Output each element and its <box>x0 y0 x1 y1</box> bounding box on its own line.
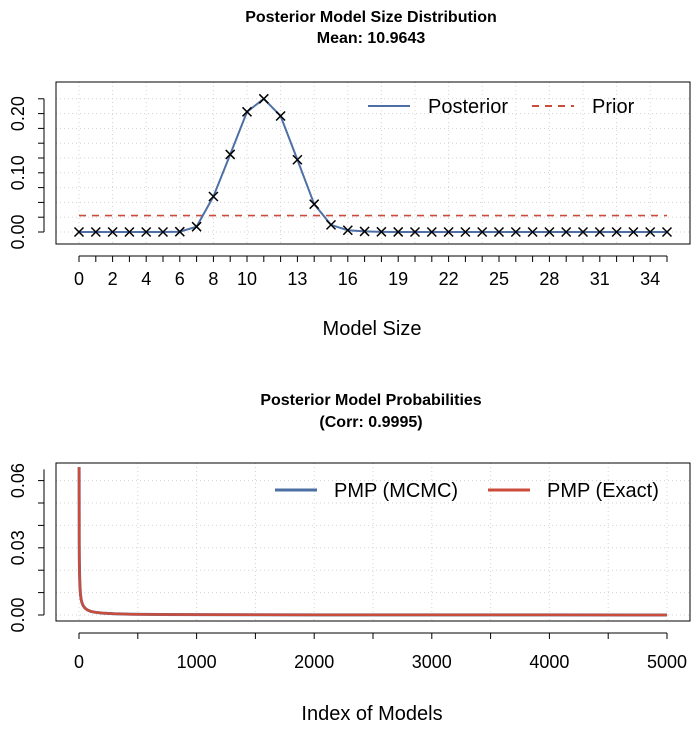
chart2-title: Posterior Model Probabilities <box>260 392 481 409</box>
chart2-y-tick-label: 0.06 <box>8 463 28 498</box>
chart1-x-tick-label: 31 <box>590 269 610 289</box>
model-probabilities-chart: Posterior Model Probabilities (Corr: 0.9… <box>8 392 691 725</box>
posterior-point <box>359 226 370 237</box>
posterior-point <box>73 226 85 238</box>
posterior-point <box>208 191 219 202</box>
chart1-x-tick-label: 25 <box>489 269 509 289</box>
posterior-point <box>426 226 437 238</box>
chart1-x-axis: 0 2 4 6 8 10 13 16 19 22 25 28 31 34 <box>74 255 668 289</box>
posterior-point <box>645 226 656 238</box>
posterior-point <box>107 226 118 238</box>
chart1-x-tick-label: 16 <box>338 269 358 289</box>
posterior-point <box>275 110 286 121</box>
legend-prior-label: Prior <box>592 96 635 118</box>
posterior-line <box>79 97 667 233</box>
chart2-grid <box>56 463 690 621</box>
chart2-series <box>77 467 668 617</box>
chart2-x-tick-label: 1000 <box>177 652 217 672</box>
legend-posterior-label: Posterior <box>428 96 508 118</box>
posterior-point <box>124 226 135 238</box>
posterior-point <box>342 225 353 236</box>
posterior-point <box>628 226 639 238</box>
chart1-x-axis-label: Model Size <box>323 318 422 340</box>
chart1-y-tick-label: 0.20 <box>8 96 28 131</box>
posterior-point <box>393 226 404 237</box>
posterior-point <box>241 106 253 117</box>
chart1-legend: Posterior Prior <box>368 96 635 118</box>
posterior-point <box>225 149 236 160</box>
chart2-y-tick-label: 0.00 <box>8 597 28 632</box>
chart1-x-tick-label: 0 <box>74 269 84 289</box>
chart2-x-tick-label: 5000 <box>647 652 687 672</box>
posterior-point <box>325 219 337 230</box>
posterior-point <box>292 154 303 165</box>
posterior-point <box>141 226 152 238</box>
legend-pmp-mcmc-label: PMP (MCMC) <box>334 480 458 502</box>
chart2-x-tick-label: 0 <box>74 652 84 672</box>
chart1-title: Posterior Model Size Distribution <box>245 9 497 26</box>
posterior-point <box>191 221 202 232</box>
chart2-subtitle: (Corr: 0.9995) <box>319 414 422 431</box>
chart1-x-tick-label: 22 <box>439 269 459 289</box>
chart2-x-tick-label: 4000 <box>529 652 569 672</box>
chart2-y-tick-label: 0.03 <box>8 530 28 565</box>
posterior-point <box>409 226 421 238</box>
posterior-point <box>510 226 521 238</box>
chart2-legend: PMP (MCMC) PMP (Exact) <box>275 480 659 502</box>
chart2-x-tick-label: 3000 <box>412 652 452 672</box>
posterior-point <box>493 226 505 238</box>
chart1-x-tick-label: 28 <box>539 269 559 289</box>
chart1-series <box>73 93 673 238</box>
chart1-x-tick-label: 13 <box>287 269 307 289</box>
posterior-point <box>443 226 454 238</box>
chart1-y-tick-label: 0.00 <box>8 214 28 249</box>
chart2-y-axis: 0.00 0.03 0.06 <box>8 463 45 633</box>
chart1-x-tick-label: 8 <box>208 269 218 289</box>
chart1-x-tick-label: 10 <box>237 269 257 289</box>
posterior-point <box>376 226 387 237</box>
chart1-plot-frame <box>55 81 691 245</box>
chart1-y-axis: 0.00 0.10 0.20 <box>8 96 45 250</box>
posterior-point <box>460 226 471 238</box>
posterior-point <box>157 226 169 238</box>
chart1-x-tick-label: 4 <box>141 269 151 289</box>
posterior-point <box>477 226 488 238</box>
posterior-point <box>527 226 538 238</box>
posterior-point <box>661 226 673 238</box>
posterior-point <box>611 226 622 238</box>
posterior-point <box>577 226 589 238</box>
chart2-x-axis: 0 1000 2000 3000 4000 5000 <box>74 632 687 672</box>
pmp-exact-line <box>77 467 668 617</box>
legend-pmp-exact-label: PMP (Exact) <box>547 480 659 502</box>
chart1-x-tick-label: 6 <box>175 269 185 289</box>
chart1-x-tick-label: 2 <box>108 269 118 289</box>
chart2-x-tick-label: 2000 <box>294 652 334 672</box>
chart1-y-tick-label: 0.10 <box>8 155 28 190</box>
posterior-point <box>174 226 185 237</box>
chart2-plot-frame <box>55 462 691 622</box>
posterior-point <box>309 199 320 210</box>
chart1-subtitle: Mean: 10.9643 <box>317 30 426 47</box>
posterior-point <box>594 226 605 238</box>
chart1-x-tick-label: 19 <box>388 269 408 289</box>
posterior-point <box>561 226 572 238</box>
chart1-x-tick-label: 34 <box>640 269 660 289</box>
posterior-point <box>258 93 269 104</box>
posterior-point <box>544 226 555 238</box>
model-size-chart: Posterior Model Size Distribution Mean: … <box>8 9 691 340</box>
posterior-point <box>90 226 101 238</box>
chart2-x-axis-label: Index of Models <box>301 703 442 725</box>
